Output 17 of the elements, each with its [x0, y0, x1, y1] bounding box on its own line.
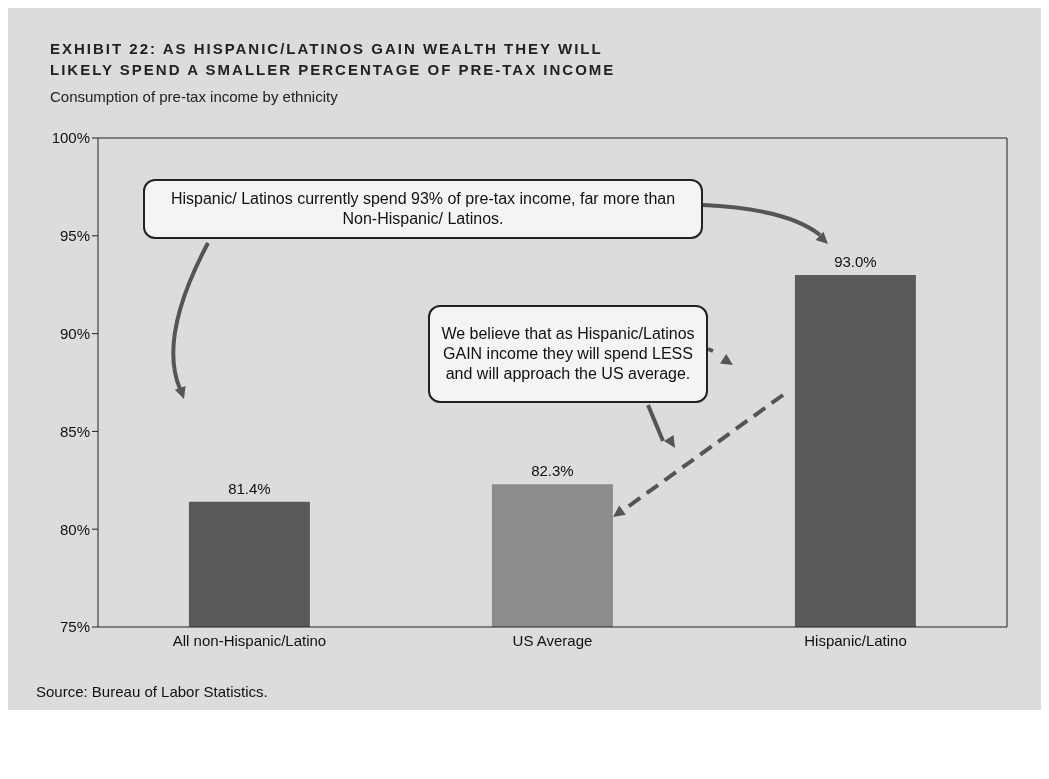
y-tick-label: 95%	[59, 227, 90, 245]
source-note: Source: Bureau of Labor Statistics.	[35, 682, 269, 700]
callout-box: Hispanic/ Latinos currently spend 93% of pre-tax income, far more than Non-Hispanic/ Latinos.	[143, 179, 703, 239]
chart-title: EXHIBIT 22: AS HISPANIC/LATINOS GAIN WEALTH THEY WILL LIKELY SPEND A SMALLER PERCENTAGE OF PRE-TAX INCOME	[49, 39, 617, 80]
x-tick-label: Hispanic/Latino	[804, 631, 907, 649]
y-tick-label: 90%	[59, 324, 90, 342]
callout-box: We believe that as Hispanic/Latinos GAIN income they will spend LESS and will approach the US average.	[428, 305, 708, 403]
y-tick-label: 100%	[51, 129, 90, 147]
data-label: 93.0%	[834, 252, 877, 270]
data-label: 81.4%	[228, 479, 271, 497]
chart-subtitle: Consumption of pre-tax income by ethnicity	[49, 87, 339, 107]
x-tick-label: All non-Hispanic/Latino	[172, 631, 327, 649]
x-tick-label: US Average	[512, 631, 593, 649]
y-tick-label: 80%	[59, 520, 90, 538]
data-label: 82.3%	[531, 462, 574, 480]
y-tick-label: 75%	[59, 618, 90, 636]
y-tick-label: 85%	[59, 422, 90, 440]
